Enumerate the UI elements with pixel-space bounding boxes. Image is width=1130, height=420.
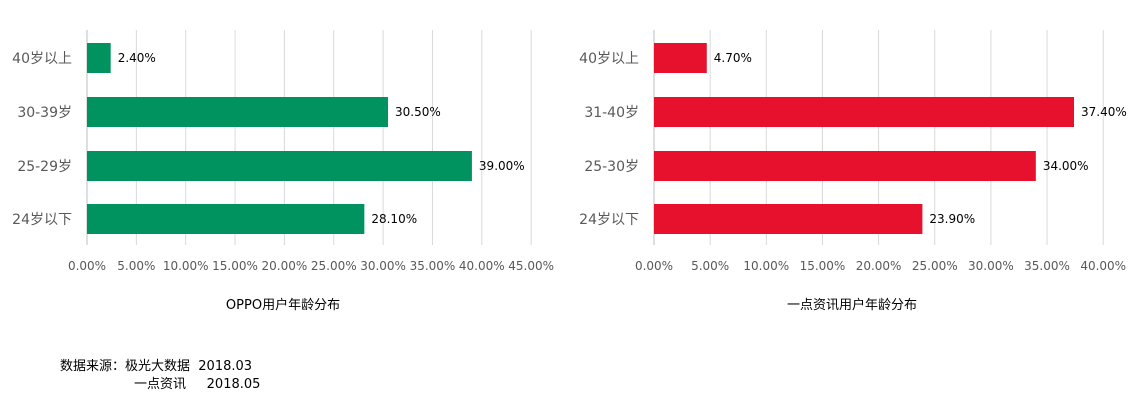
chart2-x-tick-label: 20.00% [856, 259, 902, 273]
chart2-data-label: 4.70% [714, 51, 752, 65]
chart2-data-label: 34.00% [1043, 159, 1089, 173]
chart1-x-tick-label: 20.00% [262, 259, 308, 273]
chart1-bar [87, 43, 111, 73]
chart1-bar [87, 97, 389, 127]
charts-area: 0.00% 5.00% 10.00% 15.00% 20.00% 25.00% 30.00%… [12, 30, 1127, 313]
chart1-x-tick-label: 15.00% [212, 259, 258, 273]
chart1-data-label: 39.00% [479, 159, 525, 173]
chart2-category-label: 31-40岁 [584, 105, 639, 121]
chart2-category-label: 40岁以上 [579, 51, 639, 67]
chart2-x-tick-label: 30.00% [968, 259, 1014, 273]
chart2-category-label: 25-30岁 [584, 159, 639, 175]
chart2-bar [654, 43, 707, 73]
chart1-data-label: 28.10% [371, 212, 417, 226]
source-label: 数据来源： [60, 359, 126, 374]
chart1-x-tick-label: 0.00% [68, 259, 106, 273]
chart2-x-tick-label: 10.00% [743, 259, 789, 273]
chart1-x-tick-label: 40.00% [459, 259, 505, 273]
chart1-x-tick-label: 35.00% [410, 259, 456, 273]
chart1-category-label: 40岁以上 [12, 51, 72, 67]
source-line-2: 一点资讯 2018.05 [134, 377, 261, 392]
chart2-bar [654, 151, 1036, 181]
chart2-title: 一点资讯用户年龄分布 [787, 297, 917, 313]
chart1-data-label: 30.50% [395, 105, 441, 119]
chart2-x-tick-label: 40.00% [1080, 259, 1126, 273]
chart2-x-tick-label: 35.00% [1024, 259, 1070, 273]
chart2-x-tick-label: 5.00% [691, 259, 729, 273]
chart2-category-label: 24岁以下 [579, 212, 639, 228]
chart1-x-tick-label: 5.00% [117, 259, 155, 273]
chart1-title: OPPO用户年龄分布 [226, 297, 340, 313]
chart2-bar [654, 97, 1075, 127]
chart1-x-tick-label: 45.00% [508, 259, 554, 273]
chart1-x-tick-label: 10.00% [163, 259, 209, 273]
chart1-x-tick-label: 25.00% [311, 259, 357, 273]
chart1-x-tick-label: 30.00% [360, 259, 406, 273]
chart1-category-label: 30-39岁 [17, 105, 72, 121]
chart1-bar [87, 151, 472, 181]
chart2-data-label: 37.40% [1081, 105, 1127, 119]
chart1-category-label: 25-29岁 [17, 159, 72, 175]
data-source-note: 数据来源：极光大数据 2018.03 一点资讯 2018.05 [60, 358, 260, 394]
chart2-x-tick-label: 15.00% [800, 259, 846, 273]
chart2-bar [654, 204, 923, 234]
chart1-category-label: 24岁以下 [12, 212, 72, 228]
chart2-data-label: 23.90% [929, 212, 975, 226]
chart1-bar [87, 204, 365, 234]
source-line-1: 极光大数据 2018.03 [125, 359, 253, 374]
chart2-x-tick-label: 0.00% [635, 259, 673, 273]
chart1-data-label: 2.40% [118, 51, 156, 65]
chart2-x-tick-label: 25.00% [912, 259, 958, 273]
